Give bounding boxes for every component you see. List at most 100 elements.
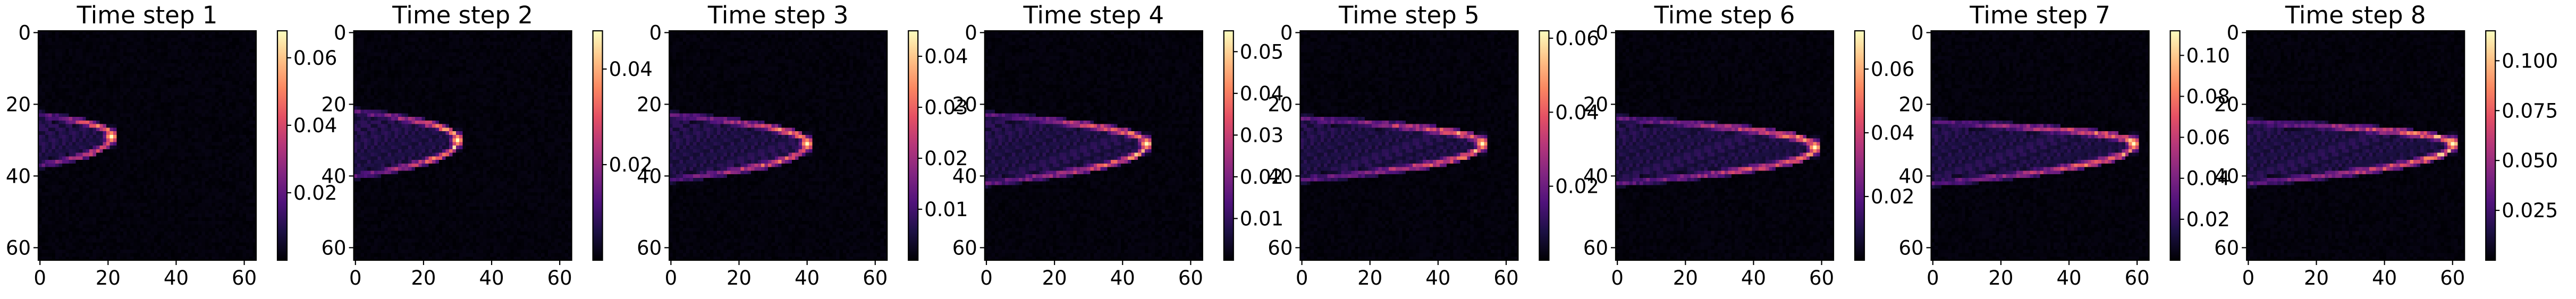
heatmap-cell [415,74,419,78]
heatmap-cell [181,170,185,175]
heatmap-cell [232,117,237,121]
heatmap-cell [150,41,155,46]
heatmap-cell [99,124,104,128]
heatmap-cell [205,102,209,107]
heatmap-cell [113,220,117,225]
heatmap-cell [106,113,111,117]
heatmap-cell [140,152,145,157]
heatmap-cell [421,34,426,39]
heatmap-cell [239,156,243,160]
heatmap-cell [99,152,104,157]
heatmap-cell [109,220,114,225]
heatmap-cell [143,238,148,243]
heatmap-cell [62,246,66,250]
heatmap-cell [140,41,145,46]
heatmap-cell [218,74,223,78]
heatmap-cell [82,174,87,178]
heatmap-cell [96,91,100,96]
heatmap-cell [69,246,73,250]
heatmap-cell [198,34,202,39]
heatmap-cell [140,192,145,197]
heatmap-cell [106,217,111,221]
heatmap-cell [79,238,83,243]
heatmap-cell [195,152,199,157]
heatmap-cell [195,117,199,121]
heatmap-cell [96,31,100,35]
heatmap-cell [103,106,107,110]
heatmap-cell [164,149,168,153]
heatmap-cell [181,45,185,49]
heatmap-cell [99,84,104,89]
heatmap-cell [174,48,179,53]
heatmap-cell [415,63,419,67]
heatmap-cell [225,257,230,261]
heatmap-cell [235,102,240,107]
heatmap-cell [161,238,165,243]
heatmap-cell [161,74,165,78]
heatmap-cell [161,199,165,203]
heatmap-cell [45,134,49,139]
heatmap-cell [198,81,202,85]
heatmap-cell [208,160,213,164]
heatmap-cell [191,238,196,243]
heatmap-cell [222,95,226,99]
heatmap-cell [215,213,219,218]
heatmap-cell [164,195,168,200]
heatmap-cell [99,246,104,250]
heatmap-cell [96,59,100,64]
heatmap-cell [99,232,104,236]
heatmap-cell [506,38,511,42]
heatmap-cell [123,238,128,243]
heatmap-cell [201,253,206,257]
heatmap-cell [109,81,114,85]
heatmap-cell [232,38,237,42]
heatmap-cell [113,91,117,96]
heatmap-cell [171,224,175,228]
heatmap-cell [116,249,121,254]
heatmap-cell [150,232,155,236]
heatmap-cell [218,52,223,56]
heatmap-cell [239,91,243,96]
heatmap-cell [48,160,53,164]
heatmap-cell [229,181,233,185]
heatmap-cell [123,113,128,117]
heatmap-cell [564,63,569,67]
heatmap-cell [38,142,43,146]
heatmap-cell [391,41,395,46]
heatmap-cell [41,228,46,232]
heatmap-cell [178,220,182,225]
heatmap-cell [246,192,250,197]
heatmap-cell [55,163,60,168]
heatmap-cell [103,206,107,211]
heatmap-cell [198,235,202,240]
heatmap-cell [150,66,155,71]
heatmap-cell [58,99,63,103]
heatmap-cell [381,63,385,67]
heatmap-cell [367,77,371,82]
heatmap-cell [113,253,117,257]
heatmap-cell [154,81,158,85]
heatmap-cell [222,31,226,35]
heatmap-cell [195,199,199,203]
heatmap-cell [181,152,185,157]
heatmap-cell [181,163,185,168]
heatmap-cell [89,131,94,135]
heatmap-cell [133,127,138,132]
heatmap-cell [181,95,185,99]
heatmap-cell [103,84,107,89]
heatmap-cell [55,142,60,146]
heatmap-cell [164,59,168,64]
heatmap-cell [86,156,90,160]
heatmap-cell [120,199,124,203]
heatmap-cell [116,142,121,146]
heatmap-cell [229,210,233,214]
heatmap-cell [96,167,100,171]
heatmap-cell [222,66,226,71]
heatmap-cell [198,146,202,150]
heatmap-cell [123,220,128,225]
heatmap-cell [198,199,202,203]
heatmap-cell [212,66,216,71]
heatmap-cell [205,31,209,35]
heatmap-cell [120,117,124,121]
heatmap-cell [459,45,463,49]
